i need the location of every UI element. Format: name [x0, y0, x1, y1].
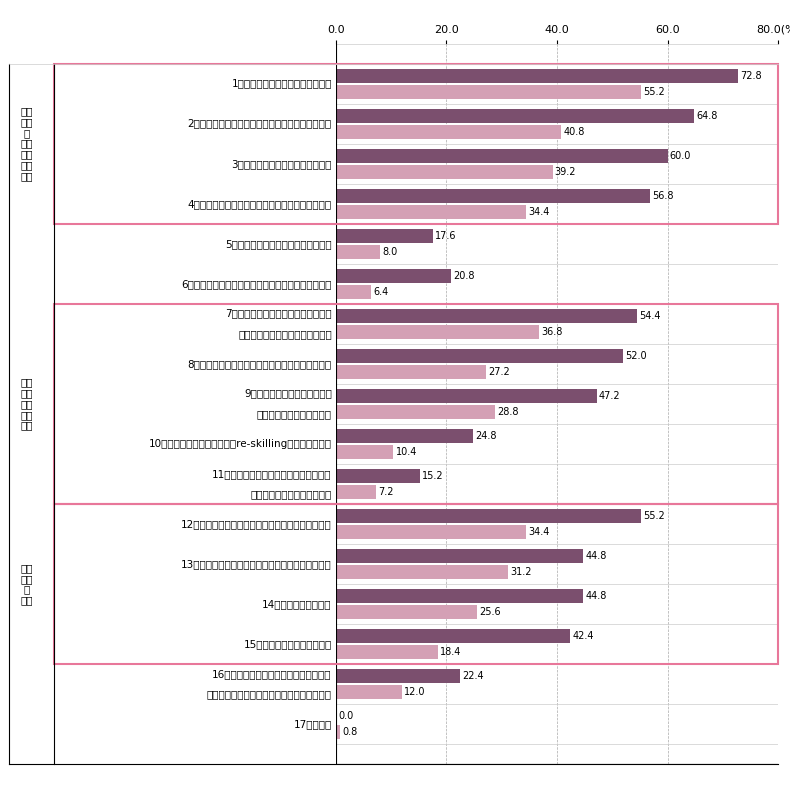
- Bar: [336, 685, 402, 699]
- Text: 個々の従業員の異動希望の実現: 個々の従業員の異動希望の実現: [238, 329, 332, 339]
- Text: 34.4: 34.4: [529, 207, 550, 217]
- Text: 36.8: 36.8: [541, 327, 562, 337]
- Bar: [336, 149, 668, 162]
- Text: 5　シニア社員のモチベーション向上: 5 シニア社員のモチベーション向上: [225, 238, 332, 249]
- Text: 24.8: 24.8: [475, 431, 497, 441]
- Text: 11　ジョブ型（職務給等）導入に伴う、: 11 ジョブ型（職務給等）導入に伴う、: [213, 469, 332, 478]
- Text: 12　新規事業・新規プロジェクトを担う人材の発掘: 12 新規事業・新規プロジェクトを担う人材の発掘: [181, 519, 332, 529]
- Bar: [336, 725, 340, 739]
- Text: 56.8: 56.8: [652, 191, 674, 200]
- Text: 7.2: 7.2: [378, 487, 393, 497]
- Bar: [336, 85, 641, 99]
- Bar: [336, 325, 540, 339]
- Bar: [336, 389, 596, 403]
- Text: 16　人事が要件を見極められないような: 16 人事が要件を見極められないような: [213, 669, 332, 679]
- Bar: [336, 285, 371, 299]
- Bar: [336, 268, 451, 283]
- Text: 0.0: 0.0: [338, 711, 353, 722]
- Text: 社内
キャ
リア
形成
支援: 社内 キャ リア 形成 支援: [21, 377, 33, 431]
- Text: 34.4: 34.4: [529, 527, 550, 537]
- Text: 1　若手社員のモチベーション向上: 1 若手社員のモチベーション向上: [231, 78, 332, 89]
- Text: 15.2: 15.2: [422, 471, 444, 481]
- Bar: [336, 188, 650, 203]
- Text: 52.0: 52.0: [626, 351, 647, 361]
- Text: 31.2: 31.2: [510, 567, 532, 577]
- Bar: [336, 405, 495, 419]
- Bar: [336, 645, 438, 659]
- Bar: [336, 589, 584, 604]
- Bar: [336, 165, 552, 179]
- Text: キャリア形成機会の拡大: キャリア形成機会の拡大: [257, 409, 332, 419]
- Text: 9　選抜対象層以外の従業員の: 9 選抜対象層以外の従業員の: [244, 389, 332, 398]
- Text: 14　優秀な人材の発掘: 14 優秀な人材の発掘: [262, 599, 332, 609]
- Text: 25.6: 25.6: [480, 607, 501, 617]
- Text: 人材
発掘
・
獲得: 人材 発掘 ・ 獲得: [21, 563, 33, 605]
- Text: 44.8: 44.8: [585, 551, 607, 561]
- Bar: [336, 348, 623, 363]
- Text: 6　シニア社員の自律的・主体的なキャリア形成支援: 6 シニア社員の自律的・主体的なキャリア形成支援: [182, 279, 332, 289]
- Text: 動機
づけ
・
キャ
リア
自律
支援: 動機 づけ ・ キャ リア 自律 支援: [21, 106, 33, 181]
- Text: 17.6: 17.6: [435, 230, 457, 241]
- Bar: [336, 469, 419, 483]
- Text: 28.8: 28.8: [497, 407, 519, 417]
- Text: 17　その他: 17 その他: [294, 719, 332, 729]
- Text: 10.4: 10.4: [396, 447, 417, 457]
- Text: 0.8: 0.8: [342, 727, 358, 737]
- Text: 64.8: 64.8: [696, 111, 717, 120]
- Bar: [336, 629, 570, 643]
- Text: 40.8: 40.8: [563, 127, 585, 137]
- Bar: [336, 669, 460, 683]
- Bar: [336, 69, 739, 82]
- Bar: [336, 309, 637, 323]
- Text: 10　従業員のリスキリング（re-skilling）の機会の提供: 10 従業員のリスキリング（re-skilling）の機会の提供: [149, 439, 332, 449]
- Text: 39.2: 39.2: [555, 166, 576, 177]
- Text: 22.4: 22.4: [462, 671, 483, 681]
- Bar: [336, 204, 526, 219]
- Bar: [336, 565, 508, 579]
- Text: 72.8: 72.8: [740, 70, 762, 81]
- Bar: [336, 429, 473, 443]
- Text: 15　優秀な人材の採用・獲得: 15 優秀な人材の採用・獲得: [243, 639, 332, 649]
- Text: 42.4: 42.4: [573, 631, 594, 642]
- Text: 高度化・専門化した職務を担う人材の発掘: 高度化・専門化した職務を担う人材の発掘: [207, 690, 332, 699]
- Bar: [336, 245, 380, 259]
- Text: 仕事の個人選抜機会の拡大: 仕事の個人選抜機会の拡大: [250, 489, 332, 499]
- Bar: [336, 525, 526, 539]
- Text: 13　業務量が急に拡大した部門や職務への人材供給: 13 業務量が急に拡大した部門や職務への人材供給: [181, 559, 332, 569]
- Text: 18.4: 18.4: [440, 647, 461, 657]
- Text: 55.2: 55.2: [643, 86, 665, 97]
- Bar: [336, 365, 486, 379]
- Text: 4　中堅社員の自律的・主体的なキャリア形成支援: 4 中堅社員の自律的・主体的なキャリア形成支援: [188, 199, 332, 209]
- Text: 2　若手社員の自律的・主体的なキャリア形成支援: 2 若手社員の自律的・主体的なキャリア形成支援: [188, 119, 332, 128]
- Bar: [336, 229, 433, 243]
- Bar: [336, 124, 562, 139]
- Bar: [336, 549, 584, 563]
- Bar: [336, 485, 375, 499]
- Text: 6.4: 6.4: [374, 287, 389, 297]
- Text: 3　中堅社員のモチベーション向上: 3 中堅社員のモチベーション向上: [231, 158, 332, 169]
- Text: 44.8: 44.8: [585, 591, 607, 601]
- Text: 55.2: 55.2: [643, 511, 665, 521]
- Text: 8　優秀な人材の社外流出の抑制（離職率の低下）: 8 優秀な人材の社外流出の抑制（離職率の低下）: [188, 359, 332, 369]
- Text: 7　人事や上司が十分に把握できない: 7 人事や上司が十分に把握できない: [225, 309, 332, 318]
- Text: 47.2: 47.2: [599, 391, 621, 401]
- Bar: [336, 109, 694, 123]
- Text: 60.0: 60.0: [670, 150, 691, 161]
- Bar: [336, 605, 477, 619]
- Text: 8.0: 8.0: [382, 247, 397, 257]
- Text: 12.0: 12.0: [404, 687, 426, 697]
- Bar: [336, 445, 393, 459]
- Text: 20.8: 20.8: [453, 271, 475, 281]
- Text: 54.4: 54.4: [639, 310, 660, 321]
- Bar: [336, 509, 641, 523]
- Text: 27.2: 27.2: [488, 367, 510, 377]
